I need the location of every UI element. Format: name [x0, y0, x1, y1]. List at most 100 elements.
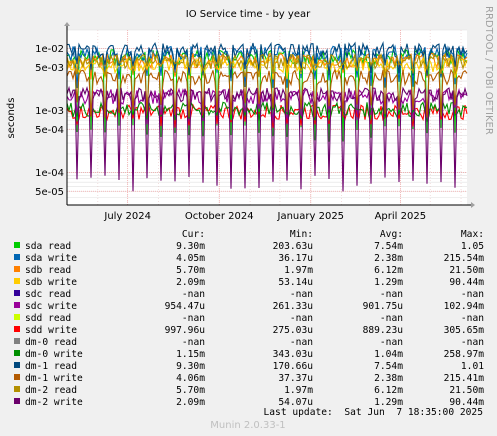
legend-avg-value: 6.12m: [374, 385, 403, 396]
legend-max-value: 1.01: [461, 361, 484, 372]
legend-min-value: 261.33u: [273, 301, 313, 312]
legend-max-value: 215.41m: [444, 373, 485, 384]
legend-cur-value: 9.30m: [176, 361, 205, 372]
legend-min-value: 53.14u: [278, 277, 313, 288]
legend-max-value: 90.44m: [449, 397, 484, 408]
legend-max-value: 21.50m: [449, 265, 484, 276]
legend-cur-value: 4.06m: [176, 373, 205, 384]
legend-cur-value: 5.70m: [176, 385, 205, 396]
legend-avg-value: 7.54m: [374, 361, 403, 372]
legend-cur-value: 997.96u: [165, 325, 205, 336]
legend-name: sdc read: [25, 289, 71, 300]
legend-min-value: 36.17u: [278, 253, 313, 264]
y-tick-label: 1e-04: [35, 168, 64, 179]
legend-swatch: [14, 374, 20, 380]
legend-avg-value: 6.12m: [374, 265, 403, 276]
legend-swatch: [14, 386, 20, 392]
legend-max-value: 102.94m: [444, 301, 485, 312]
y-axis-label: seconds: [6, 98, 17, 139]
legend-header-cur: Cur:: [182, 229, 205, 240]
legend-name: sdd write: [25, 325, 77, 336]
legend-avg-value: 889.23u: [363, 325, 403, 336]
legend-header-min: Min:: [290, 229, 313, 240]
legend-min-value: -nan: [290, 289, 313, 300]
y-axis-arrow: [64, 22, 70, 26]
legend-swatch: [14, 242, 20, 248]
y-tick-label: 5e-05: [35, 187, 64, 198]
legend-max-value: 1.05: [461, 241, 484, 252]
legend-max-value: -nan: [461, 313, 484, 324]
x-tick-label: April 2025: [375, 211, 426, 222]
legend-max-value: -nan: [461, 337, 484, 348]
legend-avg-value: 1.29m: [374, 397, 403, 408]
rrdtool-watermark: RRDTOOL / TOBI OETIKER: [483, 6, 494, 135]
legend-name: dm-1 read: [25, 361, 77, 372]
legend-name: sdb read: [25, 265, 71, 276]
legend-cur-value: 2.09m: [176, 397, 205, 408]
legend-max-value: 21.50m: [449, 385, 484, 396]
legend-avg-value: -nan: [380, 313, 403, 324]
legend-name: sda write: [25, 253, 77, 264]
legend-avg-value: 1.04m: [374, 349, 403, 360]
x-tick-label: January 2025: [277, 211, 345, 222]
legend-swatch: [14, 362, 20, 368]
legend-name: sdd read: [25, 313, 71, 324]
legend-name: dm-2 read: [25, 385, 77, 396]
series-line-dm-1-read: [66, 40, 468, 79]
axes: [64, 22, 475, 208]
legend-max-value: 258.97m: [444, 349, 485, 360]
legend-min-value: 203.63u: [273, 241, 313, 252]
legend-swatch: [14, 290, 20, 296]
legend-swatch: [14, 350, 20, 356]
legend-cur-value: -nan: [182, 337, 205, 348]
legend-min-value: 54.07u: [278, 397, 313, 408]
series-line-dm-2-write: [66, 85, 468, 192]
legend-swatch: [14, 338, 20, 344]
legend-cur-value: -nan: [182, 289, 205, 300]
legend-avg-value: 1.29m: [374, 277, 403, 288]
legend-avg-value: 2.38m: [374, 373, 403, 384]
legend-swatch: [14, 326, 20, 332]
legend-swatch: [14, 254, 20, 260]
legend-cur-value: 5.70m: [176, 265, 205, 276]
legend-cur-value: 9.30m: [176, 241, 205, 252]
legend-cur-value: 1.15m: [176, 349, 205, 360]
legend-name: dm-2 write: [25, 397, 83, 408]
legend-name: dm-0 write: [25, 349, 83, 360]
y-tick-label: 5e-04: [35, 125, 64, 136]
munin-version: Munin 2.0.33-1: [210, 420, 285, 431]
x-axis-arrow: [471, 202, 475, 208]
chart-title: IO Service time - by year: [186, 9, 311, 20]
legend-swatch: [14, 278, 20, 284]
series-line-dm-1-write: [66, 67, 468, 118]
legend-header-avg: Avg:: [380, 229, 403, 240]
legend-min-value: -nan: [290, 313, 313, 324]
legend-max-value: 90.44m: [449, 277, 484, 288]
legend-avg-value: 7.54m: [374, 241, 403, 252]
legend-name: dm-1 write: [25, 373, 83, 384]
legend-swatch: [14, 266, 20, 272]
legend: Cur: Min: Avg: Max: sda read 9.30m 203.63u 7.54…: [14, 229, 484, 408]
legend-min-value: 37.37u: [278, 373, 313, 384]
legend-swatch: [14, 302, 20, 308]
legend-min-value: 1.97m: [284, 265, 313, 276]
x-tick-label: July 2024: [103, 211, 151, 222]
legend-cur-value: 2.09m: [176, 277, 205, 288]
legend-cur-value: 954.47u: [165, 301, 205, 312]
legend-avg-value: 901.75u: [363, 301, 403, 312]
y-tick-label: 5e-03: [35, 63, 64, 74]
legend-name: sda read: [25, 241, 71, 252]
tick-labels: 1e-02 5e-03 1e-03 5e-04 1e-04 5e-05 July 2024 O…: [35, 44, 426, 222]
series-line-dm-2-read: [66, 52, 468, 78]
legend-swatch: [14, 314, 20, 320]
legend-avg-value: -nan: [380, 289, 403, 300]
legend-max-value: -nan: [461, 289, 484, 300]
y-tick-label: 1e-03: [35, 106, 64, 117]
legend-min-value: 343.03u: [273, 349, 313, 360]
y-tick-label: 1e-02: [35, 44, 64, 55]
legend-avg-value: 2.38m: [374, 253, 403, 264]
legend-max-value: 215.54m: [444, 253, 485, 264]
legend-max-value: 305.65m: [444, 325, 485, 336]
legend-min-value: 170.66u: [273, 361, 313, 372]
